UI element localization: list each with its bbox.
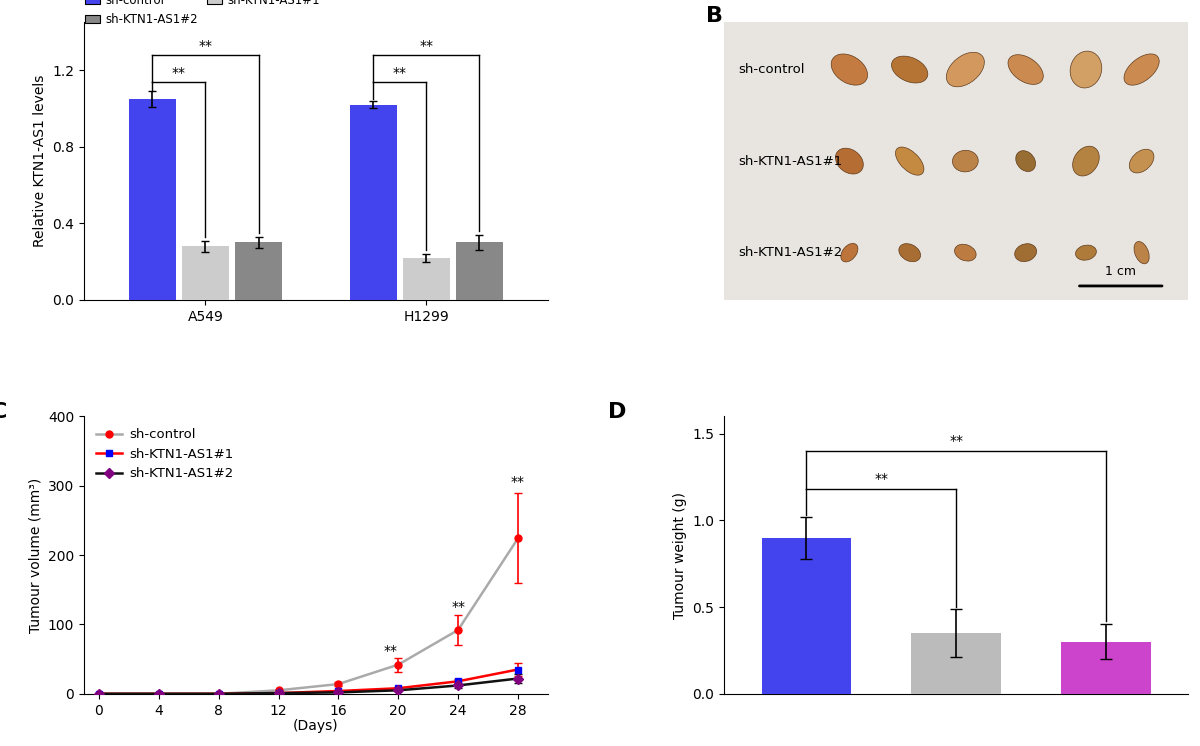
Ellipse shape <box>895 147 924 175</box>
Y-axis label: Tumour weight (g): Tumour weight (g) <box>673 492 686 618</box>
Ellipse shape <box>953 150 978 172</box>
Ellipse shape <box>1070 51 1102 88</box>
Legend: sh-control, sh-KTN1-AS1#1, sh-KTN1-AS1#2: sh-control, sh-KTN1-AS1#1, sh-KTN1-AS1#2 <box>90 423 239 486</box>
Bar <box>402 257 450 300</box>
Ellipse shape <box>1008 54 1043 84</box>
Text: sh-control: sh-control <box>738 63 804 76</box>
Ellipse shape <box>892 56 928 83</box>
Text: **: ** <box>384 644 397 658</box>
FancyBboxPatch shape <box>724 22 1188 300</box>
Legend: sh-control, sh-KTN1-AS1#2, sh-KTN1-AS1#1: sh-control, sh-KTN1-AS1#2, sh-KTN1-AS1#1 <box>80 0 325 31</box>
Bar <box>456 242 503 300</box>
Text: **: ** <box>198 39 212 53</box>
Ellipse shape <box>954 244 976 261</box>
Text: D: D <box>608 403 626 422</box>
Text: **: ** <box>949 433 964 448</box>
Bar <box>235 242 282 300</box>
X-axis label: (Days): (Days) <box>293 719 338 733</box>
Ellipse shape <box>832 54 868 85</box>
Y-axis label: Tumour volume (mm³): Tumour volume (mm³) <box>29 477 42 633</box>
Text: **: ** <box>451 600 466 614</box>
Text: **: ** <box>511 475 524 489</box>
Text: sh-KTN1-AS1#2: sh-KTN1-AS1#2 <box>738 246 842 259</box>
Ellipse shape <box>1124 54 1159 85</box>
Bar <box>181 246 229 300</box>
Text: **: ** <box>419 39 433 53</box>
Ellipse shape <box>947 52 984 87</box>
Text: **: ** <box>392 66 407 80</box>
Y-axis label: Relative KTN1-AS1 levels: Relative KTN1-AS1 levels <box>32 75 47 247</box>
Bar <box>349 104 397 300</box>
Text: **: ** <box>875 471 888 486</box>
Ellipse shape <box>1015 244 1037 262</box>
Bar <box>911 633 1001 694</box>
Text: C: C <box>0 403 7 422</box>
Text: B: B <box>706 6 722 25</box>
Bar <box>1061 642 1151 694</box>
Bar <box>128 99 176 300</box>
Bar <box>762 538 851 694</box>
Ellipse shape <box>1075 245 1097 260</box>
Ellipse shape <box>1129 149 1154 173</box>
Ellipse shape <box>1134 242 1150 264</box>
Text: sh-KTN1-AS1#1: sh-KTN1-AS1#1 <box>738 154 842 168</box>
Ellipse shape <box>841 243 858 262</box>
Ellipse shape <box>1015 151 1036 172</box>
Ellipse shape <box>899 244 920 262</box>
Text: **: ** <box>172 66 186 80</box>
Ellipse shape <box>1073 146 1099 176</box>
Ellipse shape <box>835 148 863 174</box>
Text: 1 cm: 1 cm <box>1105 265 1136 278</box>
